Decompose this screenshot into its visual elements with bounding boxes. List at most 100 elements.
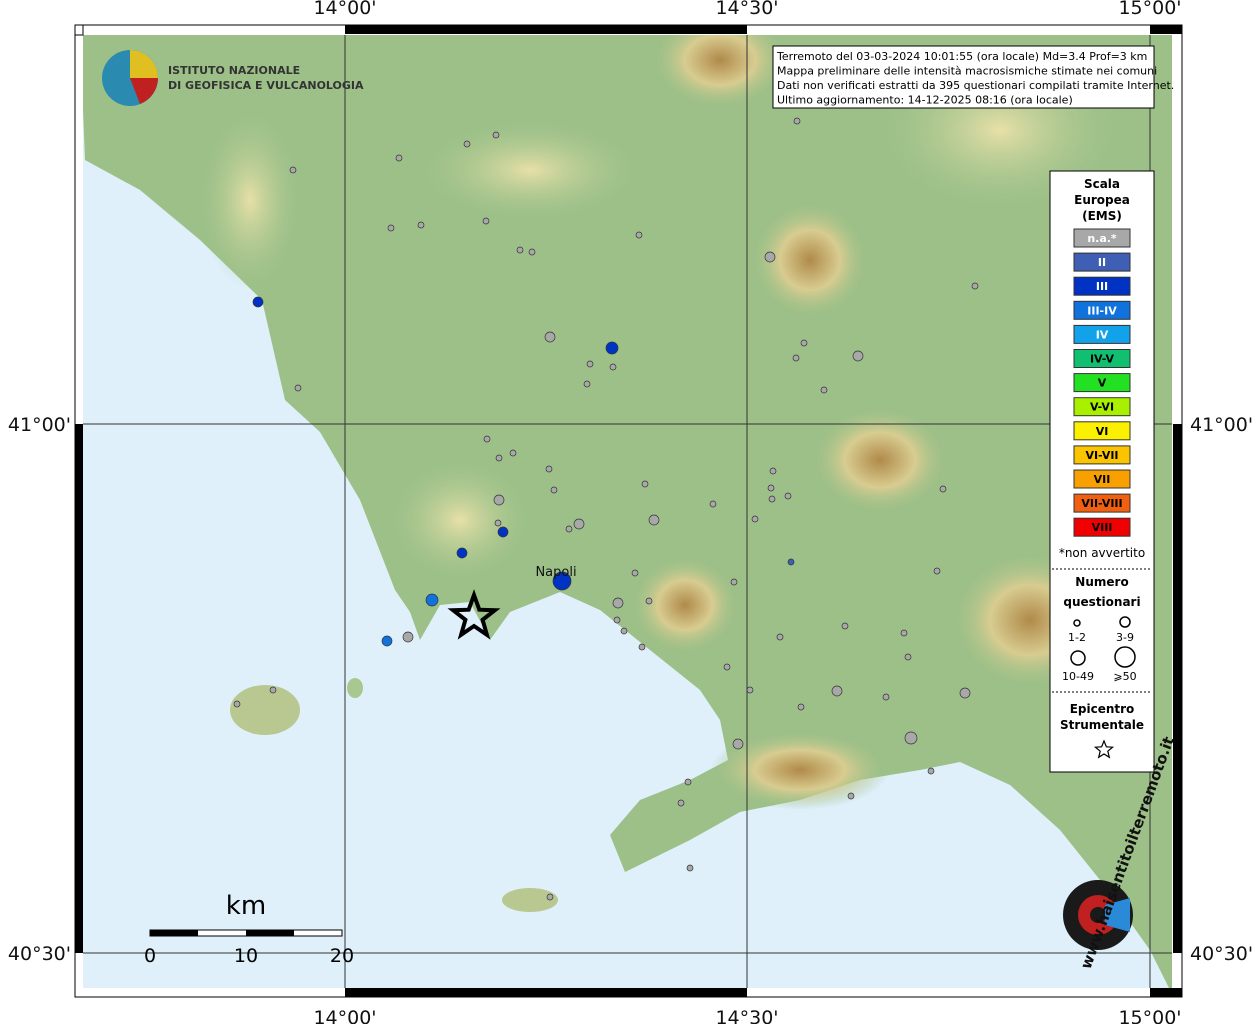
- legend-size-label: 10-49: [1062, 670, 1094, 683]
- legend-swatch: [1073, 276, 1131, 296]
- island: [230, 685, 300, 735]
- legend-label: VIII: [1092, 521, 1113, 534]
- observation-dot: [904, 653, 912, 661]
- observation-dot: [686, 864, 694, 872]
- observation-dot: [565, 525, 573, 533]
- city-label: Napoli: [535, 565, 576, 580]
- logo: ISTITUTO NAZIONALE DI GEOFISICA E VULCAN…: [102, 50, 364, 106]
- observation-dot: [483, 435, 491, 443]
- observation-dot: [494, 519, 502, 527]
- observation-dot: [841, 622, 849, 630]
- observation-dot: [544, 331, 556, 343]
- observation-dot: [545, 465, 553, 473]
- logo-text: ISTITUTO NAZIONALE: [168, 64, 300, 77]
- observation-dot: [847, 792, 855, 800]
- legend-label: VII-VIII: [1081, 497, 1122, 510]
- legend-star: [1093, 739, 1115, 759]
- observation-dot: [852, 350, 864, 362]
- observation-dot: [609, 363, 617, 371]
- legend-swatch: [1073, 445, 1131, 465]
- observation-dot: [620, 627, 628, 635]
- scale-label: 10: [234, 945, 258, 967]
- legend-label: V-VI: [1090, 401, 1114, 414]
- observation-dot: [495, 454, 503, 462]
- observation-dot: [709, 500, 717, 508]
- relief: [650, 35, 790, 110]
- observation-dot: [882, 693, 890, 701]
- observation-dot: [787, 558, 795, 566]
- legend-swatch: [1073, 421, 1131, 441]
- relief: [390, 460, 530, 580]
- observation-dot: [820, 386, 828, 394]
- legend-label: VII: [1094, 473, 1111, 486]
- observation-dot: [723, 663, 731, 671]
- legend-label: IV-V: [1090, 353, 1115, 366]
- observation-dot: [552, 571, 572, 591]
- observation-dot: [546, 893, 554, 901]
- observation-dot: [767, 484, 775, 492]
- observation-dot: [933, 567, 941, 575]
- observation-dot: [528, 248, 536, 256]
- relief: [810, 405, 950, 515]
- legend-label: III-IV: [1087, 304, 1117, 317]
- legend-label: II: [1098, 256, 1106, 269]
- info-line: Ultimo aggiornamento: 14-12-2025 08:16 (…: [777, 94, 1073, 107]
- scale-label: 20: [330, 945, 354, 967]
- observation-dot: [638, 643, 646, 651]
- island: [502, 888, 558, 912]
- lon-label: 14°00': [313, 0, 376, 19]
- observation-dot: [613, 616, 621, 624]
- observation-dot: [294, 384, 302, 392]
- observation-dot: [586, 360, 594, 368]
- observation-dot: [784, 492, 792, 500]
- observation-dot: [516, 246, 524, 254]
- frame-border: [74, 24, 1183, 998]
- observation-dot: [509, 449, 517, 457]
- observation-dot: [927, 767, 935, 775]
- observation-dot: [493, 494, 505, 506]
- terrain: [83, 35, 1172, 988]
- lon-label: 14°30': [715, 1007, 778, 1024]
- observation-dot: [492, 131, 500, 139]
- lat-label: 41°00': [1190, 414, 1253, 436]
- lon-label: 15°00': [1118, 1007, 1181, 1024]
- observation-dot: [583, 380, 591, 388]
- relief: [710, 730, 890, 810]
- legend-label: III: [1096, 280, 1108, 293]
- lat-label: 41°00': [8, 414, 71, 436]
- info-line: Mappa preliminare delle intensità macros…: [777, 65, 1157, 78]
- observation-dot: [395, 154, 403, 162]
- observation-dot: [381, 635, 393, 647]
- observation-dot: [730, 578, 738, 586]
- observation-dot: [233, 700, 241, 708]
- observation-dot: [497, 526, 509, 538]
- observation-dot: [939, 485, 947, 493]
- observation-dot: [456, 547, 468, 559]
- observation-dot: [605, 341, 619, 355]
- legend-size-label: 1-2: [1068, 631, 1086, 644]
- observation-dot: [677, 799, 685, 807]
- legend-size-label: 3-9: [1116, 631, 1134, 644]
- observation-dot: [800, 339, 808, 347]
- observation-dot: [289, 166, 297, 174]
- observation-dot: [425, 593, 439, 607]
- lat-label: 40°30': [1190, 943, 1253, 965]
- relief: [420, 120, 640, 220]
- observation-dot: [751, 515, 759, 523]
- legend-swatch: [1073, 324, 1131, 344]
- legend-swatch: [1073, 300, 1131, 320]
- legend-size: [1073, 619, 1081, 627]
- observation-dot: [645, 597, 653, 605]
- legend-swatch: [1073, 517, 1131, 537]
- observation-dot: [269, 686, 277, 694]
- observation-dot: [793, 117, 801, 125]
- scale-bar: [149, 929, 343, 937]
- legend-label: VI-VII: [1085, 449, 1118, 462]
- observation-dot: [900, 629, 908, 637]
- legend-swatch: [1073, 493, 1131, 513]
- lon-label: 14°00': [313, 1007, 376, 1024]
- legend-size-label: ⩾50: [1113, 670, 1136, 683]
- legend-swatch: [1073, 252, 1131, 272]
- legend-title: questionari: [1063, 595, 1140, 609]
